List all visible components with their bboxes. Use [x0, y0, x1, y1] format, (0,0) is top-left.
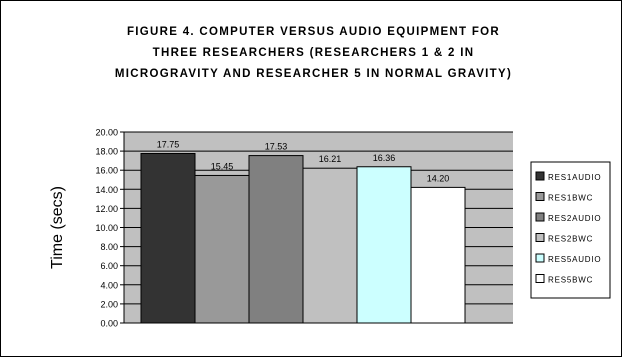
- legend-label: RES2BWC: [548, 235, 593, 244]
- bar: [356, 166, 412, 324]
- legend-label: RES5AUDIO: [548, 255, 601, 264]
- y-tick-label: 0.00: [100, 319, 118, 329]
- chart-title-line-2: THREE RESEARCHERS (RESEARCHERS 1 & 2 IN: [152, 47, 475, 59]
- legend-swatch: [535, 192, 545, 201]
- y-axis-label: Time (secs): [49, 186, 66, 269]
- y-tick-label: 10.00: [95, 223, 118, 233]
- y-tick-label: 14.00: [95, 185, 118, 195]
- bar: [248, 155, 304, 324]
- legend-label: RES1BWC: [548, 194, 593, 203]
- legend-swatch: [535, 253, 545, 263]
- chart-title: FIGURE 4. COMPUTER VERSUS AUDIO EQUIPMEN…: [21, 22, 606, 85]
- y-tick-label: 8.00: [100, 242, 118, 252]
- legend-label: RES1AUDIO: [548, 173, 601, 182]
- legend-swatch: [535, 233, 545, 242]
- y-tick-label: 4.00: [100, 280, 118, 290]
- data-label: 17.53: [265, 142, 288, 152]
- y-tick-label: 18.00: [95, 147, 118, 157]
- bar: [194, 174, 250, 324]
- bar: [302, 167, 358, 324]
- data-label: 16.36: [373, 153, 396, 163]
- y-tick-label: 16.00: [95, 166, 118, 176]
- y-tick-label: 20.00: [95, 128, 118, 138]
- bar: [140, 152, 196, 324]
- legend-label: RES2AUDIO: [548, 214, 601, 223]
- legend-swatch: [535, 171, 545, 181]
- data-label: 15.45: [211, 161, 234, 171]
- y-tick-label: 12.00: [95, 204, 118, 214]
- data-label: 14.20: [427, 173, 450, 183]
- chart-title-line-1: FIGURE 4. COMPUTER VERSUS AUDIO EQUIPMEN…: [126, 26, 501, 38]
- data-label: 17.75: [157, 139, 180, 149]
- y-tick-label: 2.00: [100, 299, 118, 309]
- legend-swatch: [535, 274, 545, 283]
- data-label: 16.21: [319, 154, 342, 164]
- y-tick-label: 6.00: [100, 261, 118, 271]
- bar: [410, 186, 466, 324]
- chart-title-line-3: MICROGRAVITY AND RESEARCHER 5 IN NORMAL …: [114, 68, 513, 80]
- legend-swatch: [535, 212, 545, 222]
- legend-label: RES5BWC: [548, 276, 593, 285]
